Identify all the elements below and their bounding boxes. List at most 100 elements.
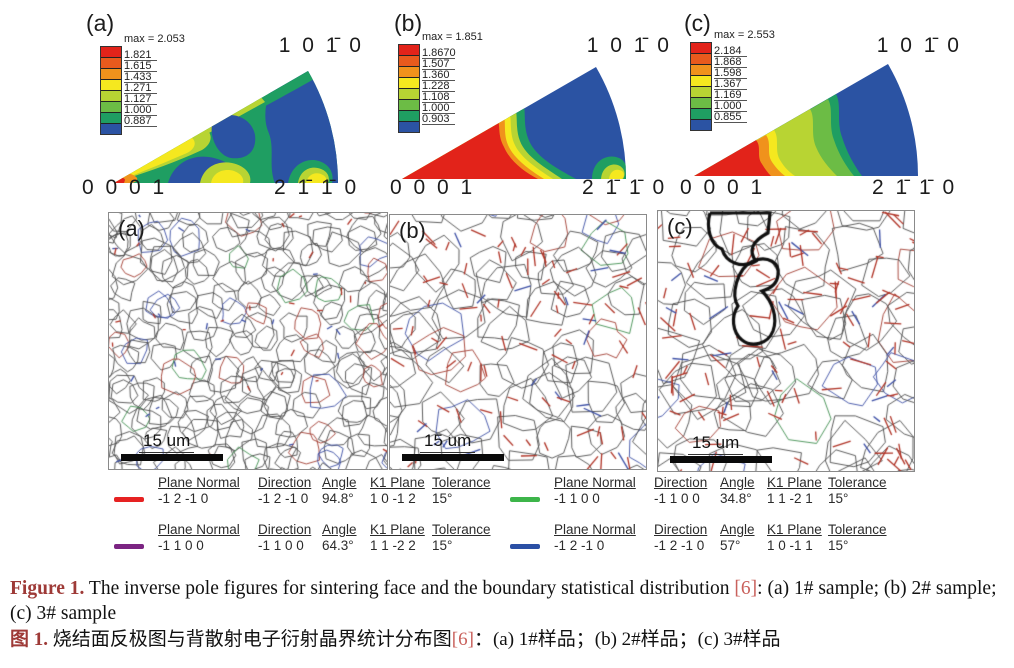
col-header: K1 Plane — [370, 475, 425, 490]
ebsd-canvas-c — [658, 211, 914, 471]
band-3 — [399, 67, 419, 78]
level: 2.184 — [714, 46, 747, 57]
band-3 — [691, 65, 711, 76]
caption-zh-tail: ：(a) 1#样品；(b) 2#样品；(c) 3#样品 — [473, 629, 781, 650]
plane-normal: -1 2 -1 0 — [554, 538, 605, 553]
band-5 — [101, 91, 121, 102]
col-header: K1 Plane — [767, 475, 822, 490]
direction: -1 2 -1 0 — [258, 491, 309, 506]
colorbar-levels: 1.821 1.615 1.433 1.271 1.127 1.000 0.88… — [124, 50, 157, 127]
band-4 — [399, 78, 419, 89]
spacer — [432, 508, 490, 522]
band-2 — [101, 58, 121, 69]
spacer — [258, 508, 322, 522]
col-header: Plane Normal — [554, 475, 636, 490]
band-7 — [399, 111, 419, 122]
miller-2110: 2 1̄ 1̄ 0 — [872, 176, 958, 199]
tolerance: 15° — [432, 491, 453, 506]
ebsd-map-c: (c) 15 um — [657, 210, 915, 472]
ebsd-map-b: (b) 15 um — [389, 214, 647, 470]
ipf-panel-c: (c) max = 2.553 2.184 1.868 1.598 1.367 … — [678, 10, 988, 208]
ebsd-canvas-b — [390, 215, 646, 469]
scalebar-label: 15 um — [688, 433, 744, 455]
band-6 — [399, 100, 419, 111]
blue-boundary-swatch — [510, 544, 540, 549]
ebsd-map-a: (a) 15 um — [108, 212, 388, 470]
col-header: Direction — [258, 475, 312, 490]
caption-en-tail: : (a) 1# sample; (b) 2# sample; (c) 3# s… — [10, 578, 997, 624]
level: 1.598 — [714, 68, 747, 79]
band-3 — [101, 69, 121, 80]
spacer — [370, 508, 432, 522]
col-header: Angle — [720, 522, 755, 537]
spacer — [114, 508, 158, 522]
caption-en: Figure 1. The inverse pole figures for s… — [10, 576, 1010, 626]
spacer — [720, 508, 767, 522]
band-1 — [101, 47, 121, 58]
level: 1.169 — [714, 90, 747, 101]
band-7 — [101, 113, 121, 124]
colorbar-swatches — [398, 44, 420, 133]
angle: 94.8° — [322, 491, 354, 506]
ebsd-canvas-a — [109, 213, 387, 469]
level: 1.000 — [422, 103, 455, 114]
caption-zh-body: 烧结面反极图与背散射电子衍射晶界统计分布图 — [48, 629, 452, 650]
plane-normal: -1 2 -1 0 — [158, 491, 209, 506]
level: 1.367 — [714, 79, 747, 90]
scalebar — [402, 454, 504, 461]
level: 1.000 — [124, 105, 157, 116]
tolerance: 15° — [432, 538, 453, 553]
col-header: Plane Normal — [158, 475, 240, 490]
col-header: Direction — [258, 522, 312, 537]
band-5 — [399, 89, 419, 100]
band-8 — [101, 124, 121, 134]
angle: 64.3° — [322, 538, 354, 553]
miller-1010: 1 0 1̄ 0 — [876, 34, 962, 57]
level: 1.000 — [714, 101, 747, 112]
caption-en-body: The inverse pole figures for sintering f… — [84, 578, 735, 599]
angle: 57° — [720, 538, 741, 553]
scalebar-label: 15 um — [420, 431, 476, 453]
miller-0001: 0 0 0 1 — [680, 176, 766, 199]
ipf-wedge-c — [694, 64, 918, 176]
miller-2110: 2 1̄ 1̄ 0 — [274, 176, 360, 199]
k1-plane: 1 0 -1 1 — [767, 538, 813, 553]
col-header: Direction — [654, 475, 708, 490]
level: 0.855 — [714, 112, 747, 123]
figure-caption: Figure 1. The inverse pole figures for s… — [10, 576, 1010, 653]
direction: -1 2 -1 0 — [654, 538, 705, 553]
spacer — [510, 522, 554, 538]
band-4 — [691, 76, 711, 87]
figure-number-zh: 图 1. — [10, 629, 49, 650]
col-header: Tolerance — [828, 475, 887, 490]
spacer — [554, 508, 654, 522]
level: 1.228 — [422, 81, 455, 92]
max-label-a: max = 2.053 — [124, 33, 185, 45]
ipf-panel-b: (b) max = 1.851 1.8670 1.507 1.360 1.228… — [388, 10, 698, 208]
spacer — [114, 522, 158, 538]
tolerance: 15° — [828, 538, 849, 553]
k1-plane: 1 0 -1 2 — [370, 491, 416, 506]
green-boundary-swatch — [510, 497, 540, 502]
scalebar — [670, 456, 772, 463]
band-4 — [101, 80, 121, 91]
angle: 34.8° — [720, 491, 752, 506]
ipf-wedge-b — [402, 67, 626, 179]
col-header: K1 Plane — [370, 522, 425, 537]
col-header: Angle — [720, 475, 755, 490]
miller-0001: 0 0 0 1 — [82, 176, 168, 199]
spacer — [114, 475, 158, 491]
k1-plane: 1 1 -2 2 — [370, 538, 416, 553]
band-6 — [691, 98, 711, 109]
band-2 — [691, 54, 711, 65]
colorbar-levels: 1.8670 1.507 1.360 1.228 1.108 1.000 0.9… — [422, 48, 456, 125]
citation-ref-zh: [6] — [451, 629, 474, 650]
col-header: Angle — [322, 522, 357, 537]
scalebar — [121, 454, 223, 461]
direction: -1 1 0 0 — [654, 491, 700, 506]
miller-1010: 1 0 1̄ 0 — [278, 34, 364, 57]
spacer — [322, 508, 370, 522]
spacer — [158, 508, 258, 522]
colorbar-levels: 2.184 1.868 1.598 1.367 1.169 1.000 0.85… — [714, 46, 747, 123]
